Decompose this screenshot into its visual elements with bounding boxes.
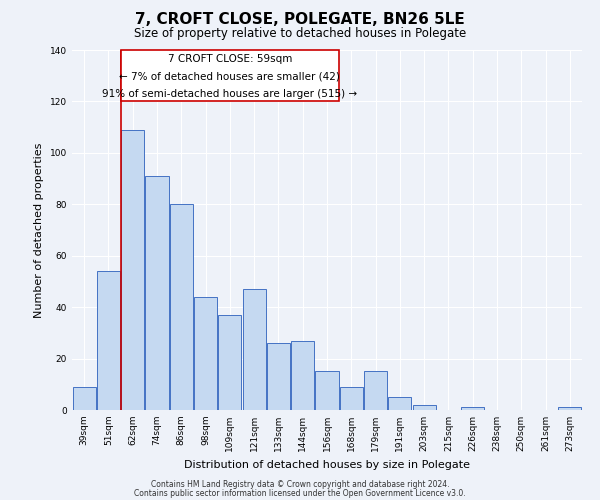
Bar xyxy=(73,387,95,410)
Bar xyxy=(388,397,412,410)
Bar xyxy=(218,315,241,410)
Bar xyxy=(145,176,169,410)
Bar xyxy=(194,297,217,410)
Text: 7 CROFT CLOSE: 59sqm: 7 CROFT CLOSE: 59sqm xyxy=(167,54,292,64)
Bar xyxy=(121,130,144,410)
Text: ← 7% of detached houses are smaller (42): ← 7% of detached houses are smaller (42) xyxy=(119,72,340,82)
Bar xyxy=(316,372,338,410)
Bar xyxy=(267,343,290,410)
Bar xyxy=(559,408,581,410)
Bar xyxy=(461,408,484,410)
FancyBboxPatch shape xyxy=(121,50,339,102)
Bar xyxy=(364,372,387,410)
Text: 7, CROFT CLOSE, POLEGATE, BN26 5LE: 7, CROFT CLOSE, POLEGATE, BN26 5LE xyxy=(135,12,465,28)
Text: Contains HM Land Registry data © Crown copyright and database right 2024.: Contains HM Land Registry data © Crown c… xyxy=(151,480,449,489)
Bar xyxy=(170,204,193,410)
Text: Contains public sector information licensed under the Open Government Licence v3: Contains public sector information licen… xyxy=(134,488,466,498)
Bar xyxy=(291,340,314,410)
Bar xyxy=(340,387,363,410)
Text: 91% of semi-detached houses are larger (515) →: 91% of semi-detached houses are larger (… xyxy=(102,88,358,99)
X-axis label: Distribution of detached houses by size in Polegate: Distribution of detached houses by size … xyxy=(184,460,470,469)
Bar xyxy=(242,289,266,410)
Bar xyxy=(97,271,120,410)
Bar xyxy=(413,405,436,410)
Text: Size of property relative to detached houses in Polegate: Size of property relative to detached ho… xyxy=(134,28,466,40)
Y-axis label: Number of detached properties: Number of detached properties xyxy=(34,142,44,318)
